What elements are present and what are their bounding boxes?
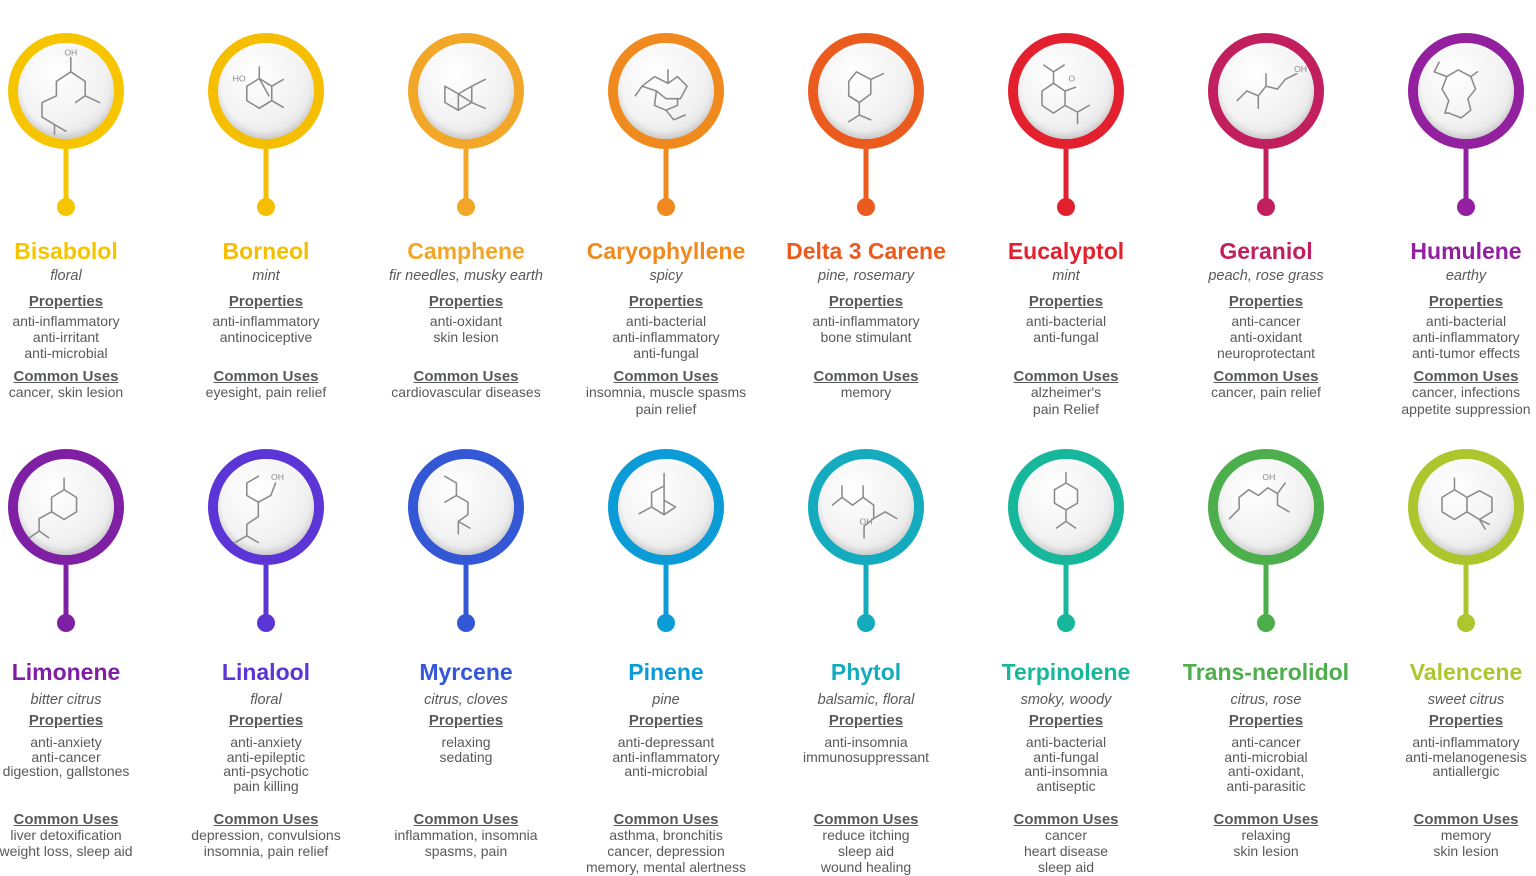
svg-text:O: O <box>1068 73 1075 83</box>
svg-text:OH: OH <box>64 47 77 57</box>
svg-text:OH: OH <box>271 472 284 482</box>
svg-text:OH: OH <box>1294 64 1307 74</box>
svg-text:OH: OH <box>860 516 873 526</box>
svg-text:HO: HO <box>233 73 246 83</box>
svg-text:OH: OH <box>1262 472 1275 482</box>
